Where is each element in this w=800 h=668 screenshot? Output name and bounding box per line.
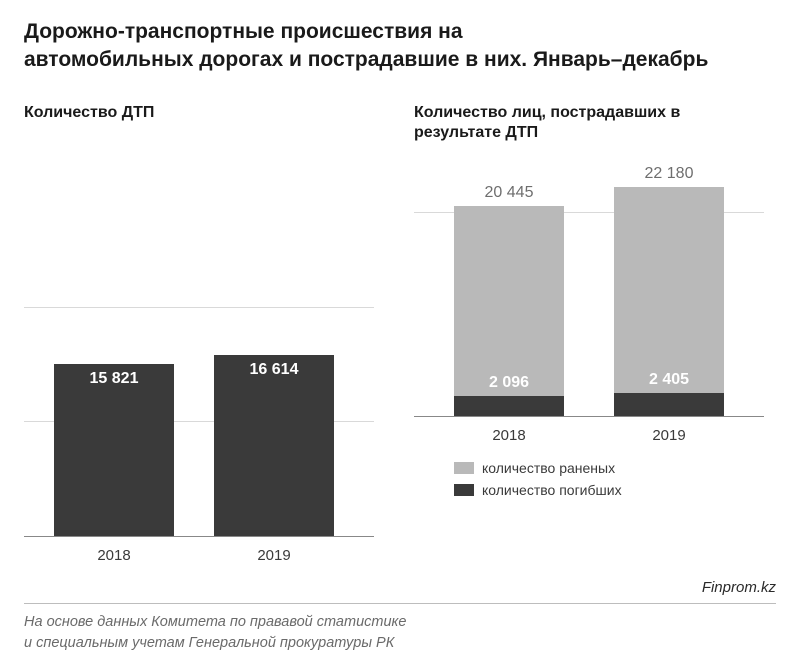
footer-line-2: и специальным учетам Генеральной прокура…: [24, 635, 394, 651]
bar-segment-killed: [614, 393, 724, 415]
chart-accidents-title: Количество ДТП: [24, 103, 374, 147]
legend-swatch: [454, 462, 474, 474]
chart-victims-legend: количество раненых количество погибших: [454, 460, 764, 504]
chart-accidents-xaxis: 2018 2019: [24, 547, 374, 564]
page-title: Дорожно-транспортные происшествия на авт…: [24, 18, 776, 75]
footer-note: На основе данных Комитета по прававой ст…: [24, 612, 406, 654]
title-line-2: автомобильных дорогах и пострадавшие в н…: [24, 48, 708, 71]
chart-victims: Количество лиц, пострадавших в результат…: [414, 103, 764, 564]
bar-top-value-label: 20 445: [485, 184, 534, 202]
bar-segment: 16 614: [214, 355, 334, 535]
bar-2018: 20 445 2 096: [454, 184, 564, 415]
bar-2019: 16 614: [214, 355, 334, 535]
bar-segment-injured: 2 096: [454, 206, 564, 396]
charts-row: Количество ДТП 15 821 16 614 2018 2019 Кол…: [24, 103, 776, 564]
chart-accidents: Количество ДТП 15 821 16 614 2018 2019: [24, 103, 374, 564]
gridline: [24, 307, 374, 308]
title-line-1: Дорожно-транспортные происшествия на: [24, 20, 463, 43]
chart-victims-title: Количество лиц, пострадавших в результат…: [414, 103, 764, 147]
footer-line-1: На основе данных Комитета по прававой ст…: [24, 614, 406, 630]
bar-bottom-value-label: 2 096: [454, 374, 564, 392]
chart-victims-plot: 20 445 2 096 22 180 2 405: [414, 157, 764, 417]
legend-swatch: [454, 484, 474, 496]
legend-label: количество погибших: [482, 482, 622, 498]
bar-segment-injured: 2 405: [614, 187, 724, 393]
bar-2019: 22 180 2 405: [614, 165, 724, 415]
bar-value-label: 15 821: [54, 370, 174, 388]
chart-victims-xaxis: 2018 2019: [414, 427, 764, 444]
bar-segment: 15 821: [54, 364, 174, 536]
bar-2018: 15 821: [54, 364, 174, 536]
bar-segment-killed: [454, 396, 564, 415]
bar-value-label: 16 614: [214, 361, 334, 379]
source-credit: Finprom.kz: [702, 579, 776, 596]
x-tick: 2019: [614, 427, 724, 444]
legend-item: количество погибших: [454, 482, 764, 498]
x-tick: 2019: [214, 547, 334, 564]
legend-label: количество раненых: [482, 460, 615, 476]
bar-top-value-label: 22 180: [645, 165, 694, 183]
x-tick: 2018: [54, 547, 174, 564]
footer-divider: [24, 603, 776, 604]
x-tick: 2018: [454, 427, 564, 444]
chart-accidents-plot: 15 821 16 614: [24, 157, 374, 537]
bar-bottom-value-label: 2 405: [614, 371, 724, 389]
legend-item: количество раненых: [454, 460, 764, 476]
